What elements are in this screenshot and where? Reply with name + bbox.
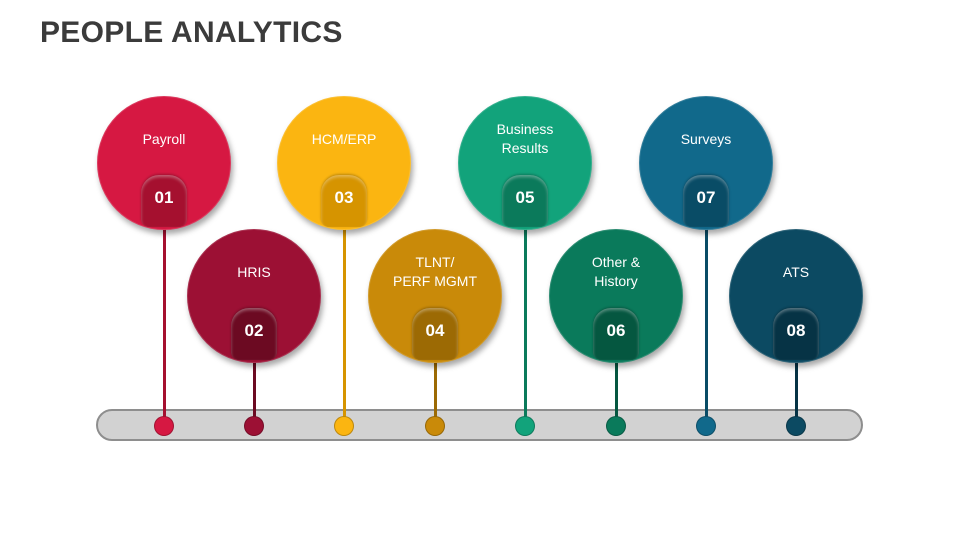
timeline-dot-07	[696, 416, 716, 436]
timeline-dot-03	[334, 416, 354, 436]
item-label: TLNT/ PERF MGMT	[393, 254, 477, 289]
item-label: Surveys	[680, 130, 732, 147]
item-number-badge: 06	[593, 308, 639, 360]
connector-line-06	[614, 357, 618, 426]
timeline-dot-01	[154, 416, 174, 436]
connector-line-01	[162, 224, 166, 426]
timeline-dot-08	[786, 416, 806, 436]
item-label: ATS	[782, 263, 810, 280]
item-circle-03: HCM/ERP 03	[277, 96, 411, 230]
item-number-badge: 05	[502, 175, 548, 227]
connector-line-08	[794, 357, 798, 426]
connector-line-04	[433, 357, 437, 426]
timeline-bar	[96, 409, 863, 441]
item-number-badge: 07	[683, 175, 729, 227]
item-circle-08: ATS 08	[729, 229, 863, 363]
item-label: Payroll	[142, 130, 186, 147]
timeline-dot-05	[515, 416, 535, 436]
item-circle-04: TLNT/ PERF MGMT 04	[368, 229, 502, 363]
item-number-badge: 03	[321, 175, 367, 227]
connector-line-05	[523, 224, 527, 426]
item-circle-02: HRIS 02	[187, 229, 321, 363]
item-circle-01: Payroll 01	[97, 96, 231, 230]
item-number-badge: 02	[231, 308, 277, 360]
item-circle-07: Surveys 07	[639, 96, 773, 230]
item-circle-05: Business Results 05	[458, 96, 592, 230]
timeline-dot-06	[606, 416, 626, 436]
page-title: PEOPLE ANALYTICS	[40, 16, 343, 49]
timeline-dot-02	[244, 416, 264, 436]
item-number-badge: 01	[141, 175, 187, 227]
item-number-badge: 08	[773, 308, 819, 360]
timeline-dot-04	[425, 416, 445, 436]
item-label: HCM/ERP	[311, 130, 377, 147]
connector-line-07	[704, 224, 708, 426]
item-label: Business Results	[496, 121, 554, 156]
connector-line-03	[342, 224, 346, 426]
item-number-badge: 04	[412, 308, 458, 360]
item-label: HRIS	[237, 263, 271, 280]
item-circle-06: Other & History 06	[549, 229, 683, 363]
item-label: Other & History	[591, 254, 641, 289]
connector-line-02	[252, 357, 256, 426]
